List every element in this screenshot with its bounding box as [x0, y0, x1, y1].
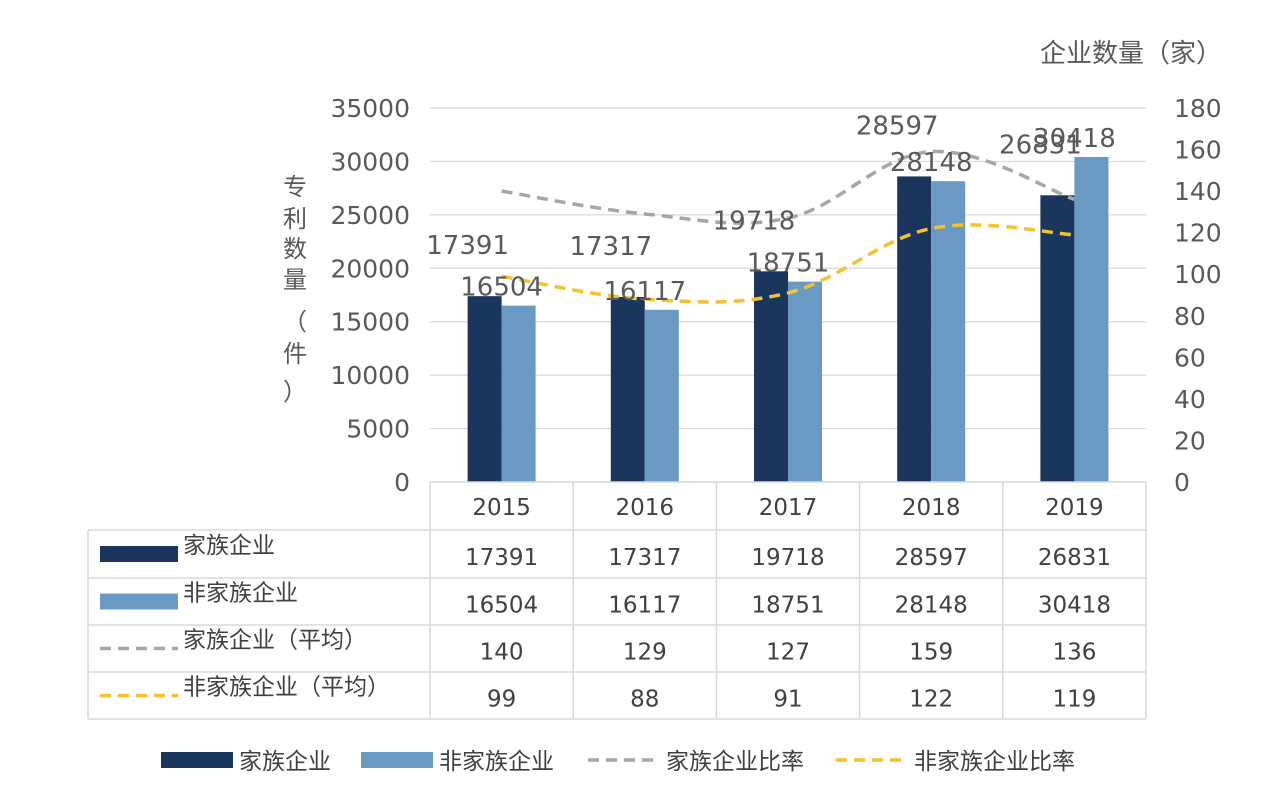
y2-tick-label: 180: [1174, 94, 1222, 123]
bar: [501, 305, 536, 482]
bar: [610, 296, 645, 482]
y-tick-label: 30000: [330, 147, 410, 176]
table-legend-swatch: [100, 546, 178, 562]
table-cell: 129: [623, 640, 667, 666]
table-cell: 16504: [465, 593, 538, 619]
bar: [644, 309, 679, 482]
y-axis-right-ticks: 0 20 40 60 80 100 120 140 160 180: [1174, 94, 1222, 497]
table-cell: 140: [480, 640, 524, 666]
data-label: 16504: [460, 273, 543, 303]
table-row-label: 非家族企业（平均）: [183, 675, 390, 701]
y2-tick-label: 0: [1174, 468, 1190, 497]
y-tick-label: 25000: [330, 201, 410, 230]
y-axis-title-char: 件: [283, 340, 307, 368]
table-cell: 99: [487, 687, 516, 713]
y2-tick-label: 40: [1174, 385, 1206, 414]
table-row-label: 家族企业（平均）: [183, 628, 367, 654]
y-axis-title-char: ）: [283, 378, 307, 406]
y-axis-left-ticks: 0 5000 10000 15000 20000 25000 30000 35000: [330, 94, 410, 497]
table-header-cell: 2018: [902, 495, 961, 521]
legend-label: 家族企业比率: [666, 749, 804, 775]
table-cell: 17317: [608, 545, 681, 571]
y2-axis-title: 企业数量（家）: [1040, 39, 1222, 69]
y2-tick-label: 20: [1174, 426, 1206, 455]
data-label: 18751: [747, 249, 830, 279]
y2-tick-label: 80: [1174, 302, 1206, 331]
bar: [1040, 195, 1075, 482]
table-cell: 91: [773, 687, 802, 713]
bar: [467, 296, 502, 482]
table-row-label: 非家族企业: [183, 581, 298, 607]
lines: [501, 149, 1075, 304]
table-header-cell: 2017: [759, 495, 818, 521]
table-cell: 28148: [895, 593, 968, 619]
table-header-cell: 2016: [616, 495, 675, 521]
table-cell: 26831: [1038, 545, 1111, 571]
table-header-cell: 2015: [472, 495, 531, 521]
y-axis-title-char: 量: [283, 266, 307, 294]
y-tick-label: 20000: [330, 254, 410, 283]
legend-swatch: [361, 752, 433, 768]
table-cell: 19718: [751, 545, 824, 571]
y-tick-label: 35000: [330, 94, 410, 123]
bars: [467, 156, 1109, 483]
bar: [1074, 156, 1109, 482]
bar: [897, 176, 932, 482]
bar: [788, 281, 822, 482]
y-tick-label: 10000: [330, 361, 410, 390]
y2-tick-label: 60: [1174, 343, 1206, 372]
legend: 家族企业 非家族企业 家族企业比率 非家族企业比率: [161, 749, 1075, 775]
data-label: 17391: [426, 231, 509, 261]
table-header-cell: 2019: [1045, 495, 1104, 521]
y2-tick-label: 140: [1174, 177, 1222, 206]
table-cell: 136: [1052, 640, 1096, 666]
table-cell: 30418: [1038, 593, 1111, 619]
table-cell: 88: [630, 687, 659, 713]
data-labels: 17391 17317 19718 28597 26831 16504 16117 18751…: [426, 111, 1116, 306]
y-axis-title-char: 数: [283, 235, 307, 263]
y-axis-title-char: 专: [283, 173, 307, 201]
y-axis-title-char: （: [283, 308, 307, 336]
bar: [754, 271, 788, 482]
legend-label: 非家族企业比率: [914, 749, 1075, 775]
data-label: 30418: [1033, 124, 1116, 154]
table-legend-swatch: [100, 593, 178, 610]
legend-label: 家族企业: [239, 749, 331, 775]
series-line: [501, 223, 1075, 304]
y2-tick-label: 160: [1174, 136, 1222, 165]
y-tick-label: 15000: [330, 308, 410, 337]
data-label: 17317: [569, 232, 652, 262]
table-cell: 17391: [465, 545, 538, 571]
y-axis-title-char: 利: [283, 205, 307, 233]
table-cell: 127: [766, 640, 810, 666]
table-cell: 119: [1052, 687, 1096, 713]
y-tick-label: 5000: [346, 415, 410, 444]
data-label: 19718: [713, 206, 796, 236]
table-cell: 159: [909, 640, 953, 666]
table-cell: 18751: [751, 593, 824, 619]
data-label: 26831: [999, 130, 1082, 160]
y2-tick-label: 100: [1174, 260, 1222, 289]
data-table: 2015 2016 2017 2018 2019 家族企业 17391 17317 19718 2…: [87, 481, 1147, 720]
y2-tick-label: 120: [1174, 219, 1222, 248]
bar: [931, 181, 966, 483]
data-label: 16117: [603, 277, 686, 307]
legend-label: 非家族企业: [439, 749, 554, 775]
y-tick-label: 0: [394, 468, 410, 497]
series-line: [501, 149, 1075, 225]
table-cell: 122: [909, 687, 953, 713]
legend-swatch: [161, 752, 233, 768]
data-label: 28597: [856, 111, 939, 141]
table-cell: 28597: [895, 545, 968, 571]
table-row-label: 家族企业: [183, 533, 275, 559]
table-cell: 16117: [608, 593, 681, 619]
data-label: 28148: [890, 148, 973, 178]
